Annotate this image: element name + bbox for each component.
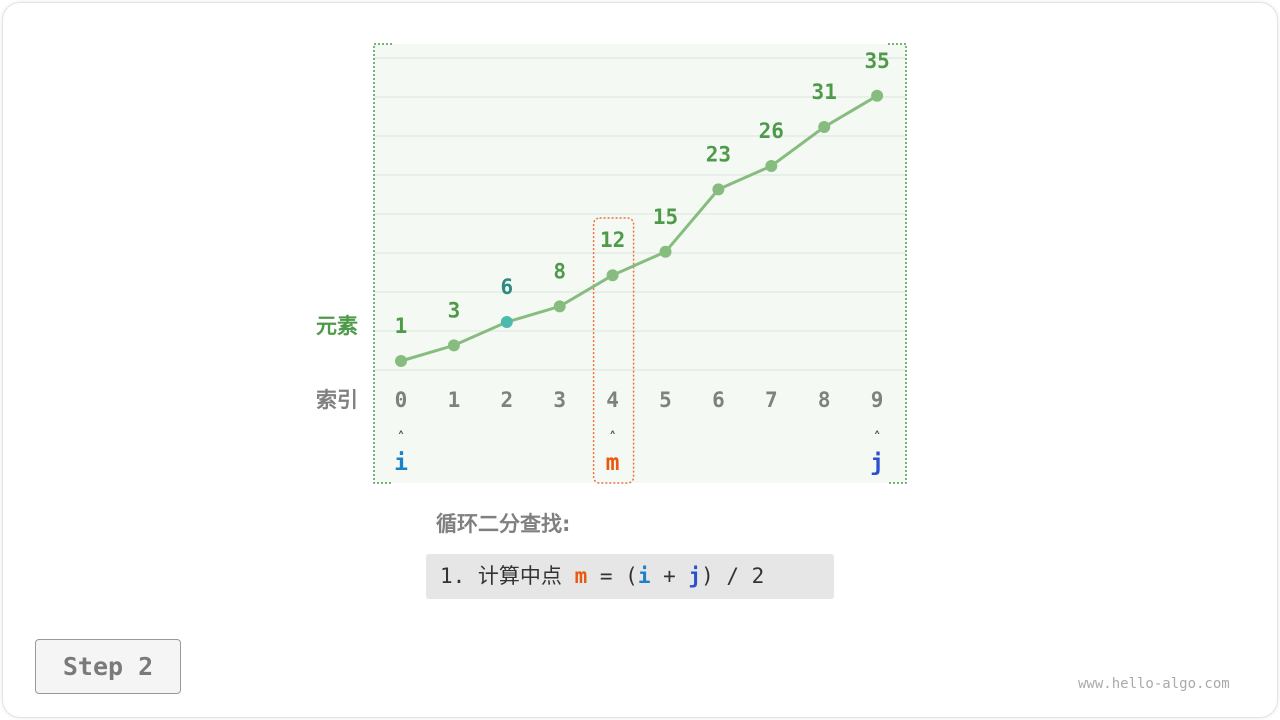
data-point — [659, 245, 672, 258]
left-bracket — [373, 43, 392, 484]
index-label: 0 — [395, 388, 408, 412]
value-label: 26 — [759, 119, 784, 143]
row-label-elements: 元素 — [316, 314, 358, 338]
code-m: m — [574, 564, 588, 588]
index-label: 1 — [448, 388, 461, 412]
data-point — [606, 269, 619, 282]
code-i: i — [637, 564, 651, 588]
index-label: 5 — [659, 388, 672, 412]
data-point — [553, 300, 566, 313]
data-point — [447, 339, 460, 352]
pointer-m: m — [606, 450, 620, 476]
mid-highlight-box — [592, 217, 635, 484]
value-label: 6 — [500, 275, 513, 299]
data-point — [395, 355, 407, 367]
index-label: 2 — [500, 388, 513, 412]
section-title: 循环二分查找: — [436, 512, 571, 536]
data-line — [400, 94, 878, 363]
data-point — [871, 89, 884, 102]
index-label: 6 — [712, 388, 725, 412]
value-label: 35 — [864, 49, 889, 73]
value-label: 3 — [448, 298, 461, 322]
code-j: j — [688, 564, 702, 588]
value-label: 8 — [553, 259, 566, 283]
index-label: 8 — [818, 388, 831, 412]
index-label: 4 — [606, 388, 619, 412]
data-point — [712, 183, 725, 196]
data-point — [500, 316, 513, 328]
step-button[interactable]: Step 2 — [35, 639, 181, 694]
value-label: 1 — [395, 314, 408, 338]
code-prefix: 1. 计算中点 — [440, 564, 575, 588]
index-label: 3 — [553, 388, 566, 412]
index-label: 7 — [765, 388, 778, 412]
value-label: 12 — [600, 228, 625, 252]
value-label: 15 — [653, 205, 678, 229]
data-point — [765, 160, 778, 172]
code-suffix: ) / 2 — [701, 564, 765, 588]
pointer-i: i — [394, 450, 408, 476]
value-label: 23 — [706, 142, 731, 166]
code-line: 1. 计算中点 m = (i + j) / 2 — [426, 554, 834, 599]
pointer-arrow-icon: ˄ — [398, 430, 405, 446]
pointer-arrow-icon: ˄ — [874, 430, 881, 446]
value-label: 31 — [812, 80, 837, 104]
right-bracket — [888, 43, 907, 484]
pointer-arrow-icon: ˄ — [609, 430, 616, 446]
index-label: 9 — [871, 388, 884, 412]
pointer-j: j — [870, 450, 884, 476]
watermark: www.hello-algo.com — [1078, 676, 1230, 692]
code-eq: = ( — [587, 564, 638, 588]
code-plus: + — [650, 564, 689, 588]
data-point — [818, 121, 831, 133]
row-label-indices: 索引 — [316, 388, 358, 412]
